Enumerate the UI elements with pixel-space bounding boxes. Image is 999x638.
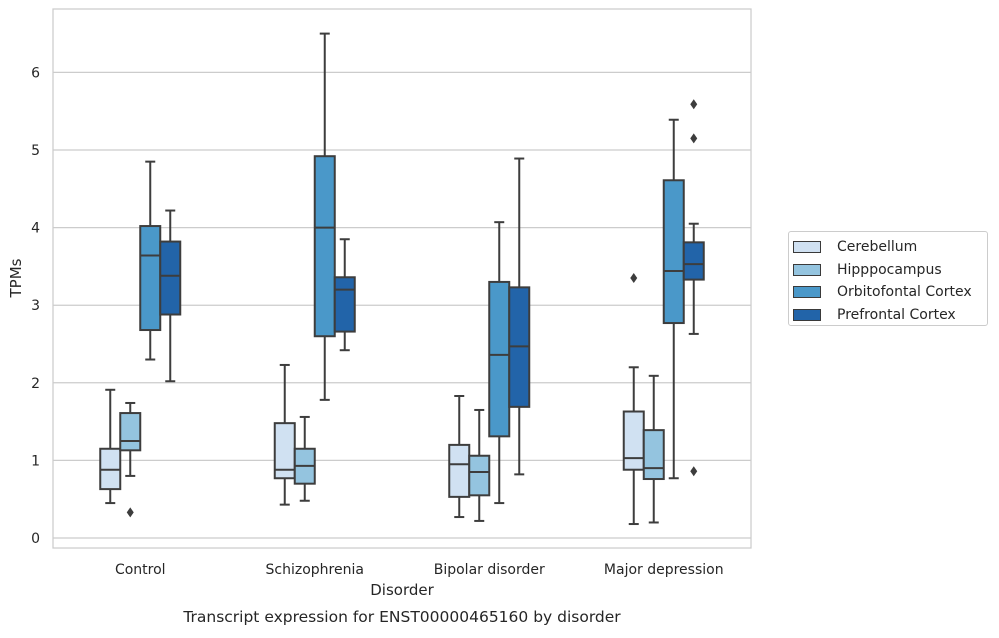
y-tick-label: 0 [31, 531, 40, 547]
y-tick-label: 3 [31, 298, 40, 314]
box-plots [99, 32, 705, 526]
legend-label: Hipppocampus [837, 261, 942, 278]
y-tick-label: 6 [31, 65, 40, 81]
y-tick-label: 4 [31, 221, 40, 237]
box [313, 155, 336, 338]
box-plot [488, 221, 511, 505]
legend-item-prefrontal-cortex: Prefrontal Cortex [793, 304, 987, 327]
outlier-point [630, 273, 638, 284]
box [682, 241, 705, 281]
box-plot [293, 415, 316, 502]
box [662, 179, 685, 325]
box-plot [662, 118, 685, 480]
box-plot [333, 238, 356, 352]
y-tick-label: 2 [31, 376, 40, 392]
box-plot [642, 374, 665, 524]
box [333, 276, 356, 333]
legend-item-orbitofrontal-cortex: Orbitofontal Cortex [793, 281, 987, 304]
box [642, 429, 665, 481]
legend-label: Orbitofontal Cortex [837, 284, 972, 301]
legend-swatch [793, 241, 821, 254]
x-tick-label: Control [115, 562, 166, 578]
legend-swatch [793, 263, 821, 276]
y-tick-label: 5 [31, 143, 40, 159]
x-axis-label: Disorder [370, 581, 434, 599]
x-tick-label: Schizophrenia [266, 562, 364, 578]
outlier-point [690, 99, 698, 110]
y-tick-label: 1 [31, 453, 40, 469]
box [468, 454, 491, 497]
outlier-point [690, 133, 698, 144]
legend-label: Cerebellum [837, 239, 918, 256]
plot-frame [52, 8, 752, 549]
box-plot [313, 32, 336, 401]
x-tick-label: Bipolar disorder [434, 562, 545, 578]
legend-label: Prefrontal Cortex [837, 306, 956, 323]
y-tick-labels: 0 1 2 3 4 5 6 [31, 65, 40, 547]
box-plot [119, 401, 142, 518]
box [139, 225, 162, 332]
box-plot [139, 160, 162, 361]
legend-item-hippocampus: Hipppocampus [793, 259, 987, 282]
box-plot [468, 408, 491, 522]
legend-item-cerebellum: Cerebellum [793, 236, 987, 259]
outlier-point [126, 507, 134, 518]
box [448, 443, 471, 498]
box-plot [508, 157, 531, 476]
box-plot [448, 394, 471, 519]
box-plot [159, 209, 182, 383]
box [622, 410, 645, 471]
legend-swatch [793, 308, 821, 321]
chart-title: Transcript expression for ENST0000046516… [182, 608, 621, 626]
box-plot [99, 388, 122, 505]
y-axis-label: TPMs [7, 258, 25, 298]
outlier-point [690, 466, 698, 477]
x-tick-labels: Control Schizophrenia Bipolar disorder Majo… [115, 562, 724, 578]
box [159, 240, 182, 316]
box-plot [682, 99, 705, 477]
legend: Cerebellum Hipppocampus Orbitofontal Cor… [788, 231, 988, 326]
legend-swatch [793, 286, 821, 299]
x-tick-label: Major depression [604, 562, 724, 578]
box [119, 412, 142, 452]
box [488, 280, 511, 438]
